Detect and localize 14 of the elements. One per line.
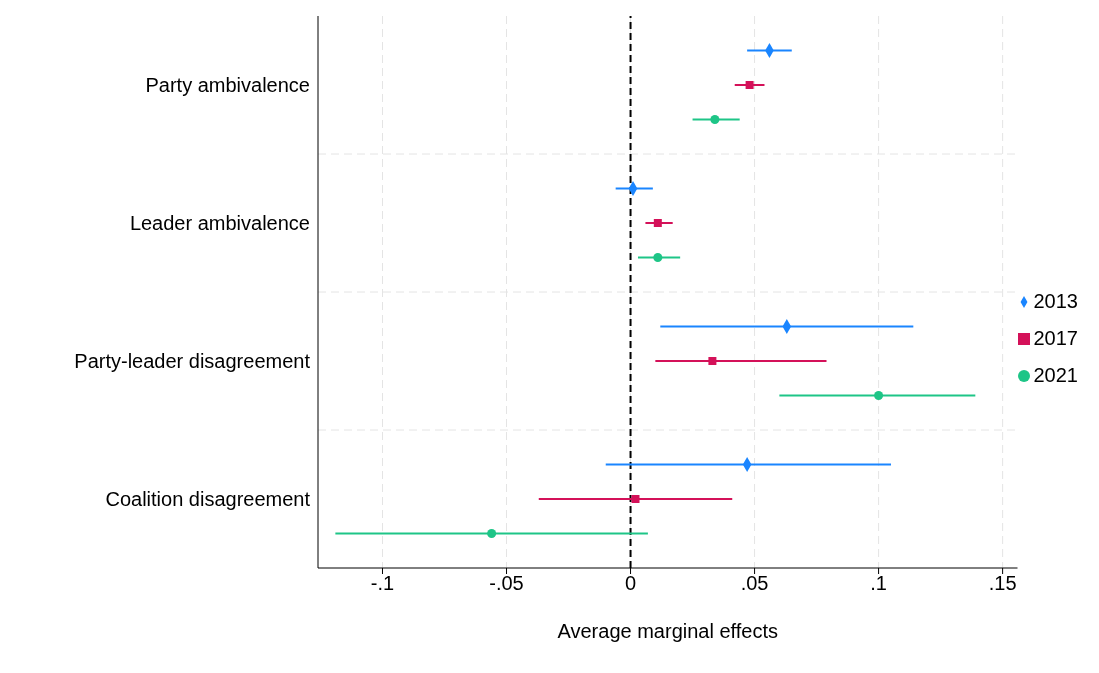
y-tick-label: Party ambivalence	[145, 74, 310, 97]
y-tick-label: Leader ambivalence	[129, 212, 310, 235]
x-tick-label: -.1	[370, 572, 395, 595]
y-tick-label: Coalition disagreement	[105, 488, 311, 511]
x-tick-label: -.05	[489, 572, 524, 595]
y-tick-label: Party-leader disagreement	[74, 350, 311, 373]
x-tick-label: .15	[988, 572, 1017, 595]
legend-label: 2013	[1033, 289, 1078, 312]
x-tick-label: 0	[624, 572, 637, 595]
legend-label: 2017	[1033, 326, 1078, 349]
x-tick-label: .1	[870, 572, 887, 595]
legend-label: 2021	[1033, 363, 1078, 386]
x-axis-title: Average marginal effects	[557, 620, 778, 642]
x-tick-label: .05	[740, 572, 769, 595]
